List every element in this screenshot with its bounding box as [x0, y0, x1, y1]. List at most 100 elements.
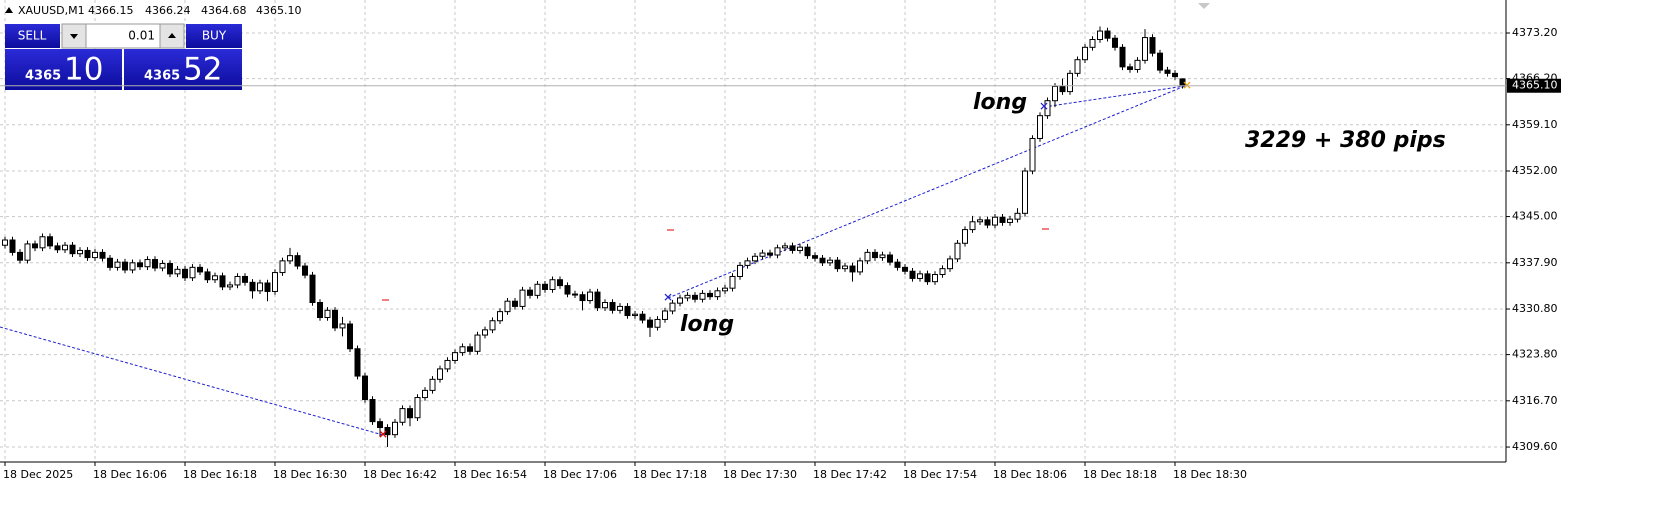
candle-body	[144, 259, 151, 268]
candle-body	[504, 300, 511, 313]
collapse-icon[interactable]	[5, 7, 13, 13]
x-tick-label: 18 Dec 16:18	[183, 468, 257, 481]
candle-body	[1022, 170, 1028, 214]
candle-body	[647, 319, 653, 328]
candle-body	[294, 255, 301, 267]
candle-body	[1044, 100, 1051, 117]
candle-body	[264, 282, 271, 292]
candle-body	[249, 281, 256, 292]
candle-body	[549, 279, 556, 290]
candle-body	[17, 251, 23, 261]
candle-body	[692, 294, 698, 300]
lot-value[interactable]: 0.01	[128, 29, 155, 43]
sell-price-box[interactable]	[5, 49, 122, 90]
candle-body	[32, 243, 38, 249]
candle-body	[1007, 218, 1013, 223]
candle-body	[257, 282, 263, 292]
candle-body	[489, 320, 496, 331]
candle-body	[437, 368, 443, 380]
x-tick-label: 18 Dec 18:30	[1173, 468, 1247, 481]
x-tick-label: 18 Dec 2025	[3, 468, 73, 481]
exit-marker: ✕	[378, 428, 388, 442]
candle-body	[609, 302, 616, 311]
candle-body	[92, 251, 98, 259]
sell-label[interactable]: SELL	[18, 29, 47, 43]
candle-body	[452, 352, 458, 361]
current-price-box	[1507, 78, 1561, 93]
candle-body	[392, 421, 398, 436]
x-tick-label: 18 Dec 17:18	[633, 468, 707, 481]
candle-body	[684, 294, 691, 299]
candle-body	[369, 399, 376, 423]
candle-body	[24, 243, 31, 261]
candle-body	[129, 262, 136, 271]
buy-price-box[interactable]	[124, 49, 242, 90]
candle-body	[977, 219, 983, 223]
candle-body	[99, 251, 106, 259]
candle-body	[962, 229, 968, 244]
candle-body	[729, 275, 736, 289]
sell-price-big: 4365	[25, 69, 61, 84]
candle-body	[107, 257, 113, 268]
candle-body	[932, 274, 938, 283]
y-tick-label: 4323.80	[1512, 348, 1558, 361]
candle-body	[849, 265, 856, 273]
header: XAUUSD,M1 4366.15 4366.24 4364.68 4365.1…	[5, 4, 302, 17]
candle-body	[1059, 85, 1066, 93]
candle-body	[587, 291, 593, 302]
candle-body	[564, 285, 571, 295]
y-tick-label: 4352.00	[1512, 164, 1558, 177]
candle-body	[1112, 37, 1118, 48]
y-tick-label: 4316.70	[1512, 394, 1558, 407]
candle-body	[1127, 66, 1133, 70]
sell-button[interactable]	[5, 24, 60, 48]
y-tick-label: 4337.90	[1512, 256, 1558, 269]
lot-input[interactable]	[85, 23, 161, 49]
trade-line	[667, 85, 1186, 299]
candle-body	[917, 273, 923, 279]
sell-price-small: 10	[64, 52, 103, 88]
candle-body	[1104, 30, 1111, 39]
y-tick-label: 4359.10	[1512, 118, 1558, 131]
candle-body	[894, 261, 901, 268]
candle-body	[812, 255, 818, 259]
candle-body	[707, 292, 713, 298]
candle-body	[77, 249, 83, 255]
candle-body	[774, 247, 781, 256]
entry-marker: ✕	[663, 291, 673, 305]
candle-body	[1052, 85, 1058, 102]
candle-body	[407, 408, 413, 419]
x-tick-label: 18 Dec 17:30	[723, 468, 797, 481]
candle-body	[909, 270, 916, 279]
candle-body	[842, 265, 848, 270]
candle-body	[992, 216, 998, 226]
candle-body	[789, 245, 796, 251]
candle-body	[497, 311, 503, 322]
buy-label[interactable]: BUY	[202, 29, 227, 43]
candle-body	[714, 290, 721, 298]
candle-body	[902, 266, 908, 272]
candle-body	[467, 346, 473, 352]
ohlc-low: 4364.68	[201, 4, 247, 17]
candle-body	[804, 246, 811, 257]
buy-button[interactable]	[186, 24, 242, 48]
candle-body	[759, 252, 766, 257]
trade-lines	[0, 85, 1186, 436]
candle-body	[1172, 72, 1178, 78]
candle-body	[947, 258, 953, 270]
candle-body	[167, 262, 173, 275]
candle-body	[204, 271, 211, 281]
candle-body	[9, 239, 16, 253]
candle-body	[114, 261, 121, 268]
candle-body	[1014, 212, 1021, 220]
candle-body	[1082, 46, 1088, 61]
symbol: XAUUSD,M1	[18, 4, 85, 17]
candle-body	[1164, 69, 1171, 74]
candle-body	[174, 268, 181, 275]
y-tick-label: 4373.20	[1512, 26, 1558, 39]
candle-body	[159, 262, 166, 269]
candle-body	[542, 283, 548, 290]
candle-body	[422, 389, 428, 399]
x-tick-label: 18 Dec 16:42	[363, 468, 437, 481]
